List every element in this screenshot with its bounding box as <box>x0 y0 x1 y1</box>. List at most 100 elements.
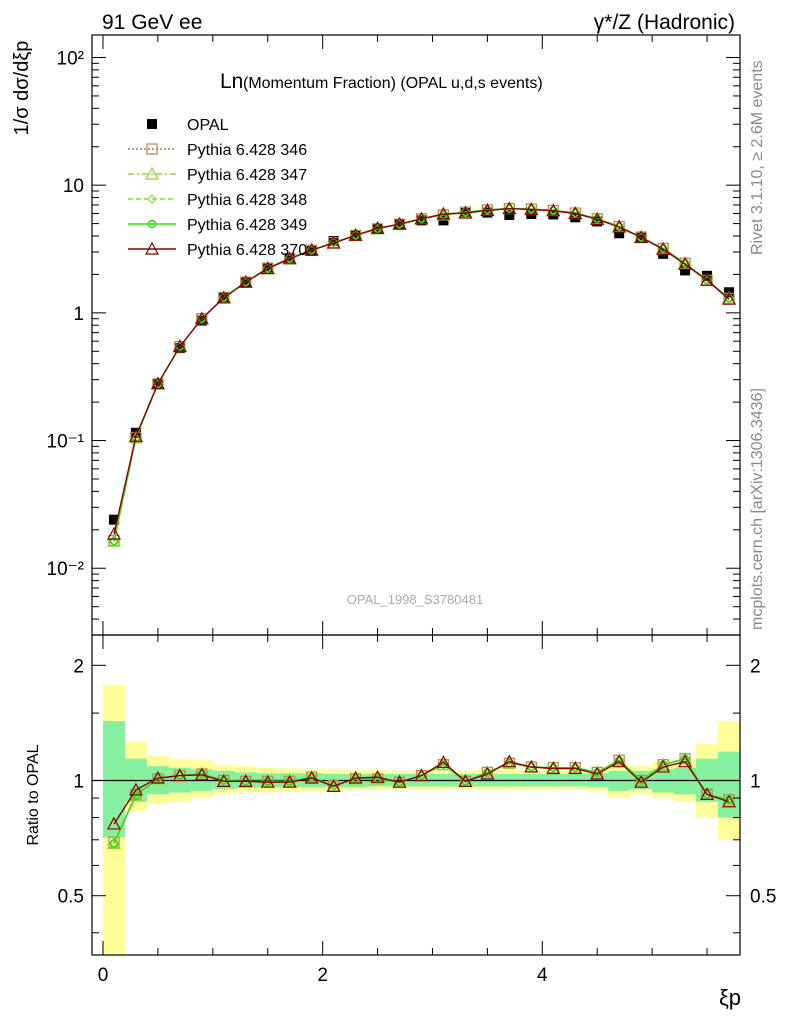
ratio-point <box>304 770 319 784</box>
opal-data-point <box>504 209 515 220</box>
header-process: γ*/Z (Hadronic) <box>594 11 735 34</box>
legend-label: Pythia 6.428 370 <box>187 242 307 259</box>
mc-point <box>150 376 165 390</box>
opal-data-point <box>614 228 625 239</box>
mc-point <box>348 228 363 241</box>
ratio-point <box>458 774 473 787</box>
opal-data-point <box>680 265 691 276</box>
legend: OPAL Pythia 6.428 346 Pythia 6.428 347 Pyth… <box>128 117 307 259</box>
mc-point <box>658 244 668 253</box>
mc-point <box>282 251 297 265</box>
ratio-point <box>172 768 187 782</box>
plot-title-main: Ln <box>220 70 243 93</box>
mc-point <box>109 536 119 546</box>
main-ylabel: 1/σ dσ/dξp <box>11 41 33 136</box>
ratio-point <box>260 774 275 788</box>
mc-point <box>238 274 253 288</box>
ratio-point <box>590 766 605 780</box>
ratio-point <box>128 782 143 796</box>
ratio-point <box>263 777 272 786</box>
ratio-y-tick-label: 1 <box>73 772 84 793</box>
ratio-line <box>113 760 730 825</box>
y-tick-label: 1 <box>73 304 84 325</box>
opal-data-point <box>482 207 493 218</box>
mc-point <box>260 261 275 275</box>
ratio-ylabel: Ratio to OPAL <box>25 744 42 845</box>
legend-marker <box>147 194 157 204</box>
ratio-point <box>480 766 495 780</box>
opal-data-point <box>306 246 317 257</box>
mc-point <box>414 211 429 225</box>
mc-point <box>590 212 605 225</box>
mc-point <box>656 241 671 255</box>
legend-label: Pythia 6.428 349 <box>187 217 307 234</box>
legend-marker <box>146 143 158 155</box>
mc-point <box>724 294 734 303</box>
mc-point <box>436 206 451 220</box>
ratio-point <box>634 774 649 788</box>
ratio-point <box>348 770 363 784</box>
ratio-point <box>546 761 561 775</box>
mc-point <box>172 339 187 353</box>
mc-point <box>612 219 627 233</box>
mc-line <box>113 207 730 535</box>
ratio-y-tick-label-right: 1 <box>750 772 761 793</box>
x-axis-label: ξp <box>719 985 741 1010</box>
header-energy: 91 GeV ee <box>102 11 202 34</box>
ratio-y-tick-label-right: 2 <box>750 656 761 677</box>
legend-label: Pythia 6.428 348 <box>187 192 307 209</box>
ratio-point <box>326 779 341 793</box>
x-tick-label: 0 <box>98 965 109 986</box>
legend-marker <box>144 241 160 255</box>
legend-marker <box>144 166 160 180</box>
ratio-point <box>414 768 429 782</box>
mc-point <box>524 202 539 216</box>
opal-data-point <box>592 216 603 227</box>
ratio-point <box>612 754 627 768</box>
opal-data-point <box>196 315 207 326</box>
mc-point <box>216 290 231 304</box>
opal-data-point <box>328 236 339 247</box>
mcplots-reference-label: mcplots.cern.ch [arXiv:1306.3436] <box>749 388 766 630</box>
ratio-point <box>194 767 209 781</box>
y-tick-label: 10⁻¹ <box>47 432 85 453</box>
legend-label: Pythia 6.428 346 <box>187 142 307 159</box>
ratio-y-tick-label: 2 <box>73 656 84 677</box>
ratio-point <box>216 774 231 787</box>
mc-point <box>304 242 319 256</box>
ratio-point <box>238 774 253 787</box>
legend-label: Pythia 6.428 347 <box>187 167 307 184</box>
legend-marker <box>147 219 157 229</box>
mc-point <box>128 429 143 442</box>
x-tick-label: 4 <box>537 965 548 986</box>
y-tick-label: 10⁻² <box>47 559 85 580</box>
uncertainty-band-inner <box>102 721 125 838</box>
mc-point <box>458 205 473 219</box>
ratio-point <box>282 774 297 788</box>
mc-point <box>502 201 517 215</box>
ratio-point <box>106 816 121 830</box>
ratio-point <box>370 769 385 783</box>
mc-point <box>370 220 385 234</box>
legend-label: OPAL <box>187 117 229 134</box>
mc-point <box>194 311 209 325</box>
mc-point <box>546 203 561 217</box>
ratio-point <box>436 755 451 769</box>
ratio-point <box>656 759 671 773</box>
ratio-panel: 0.5 0.5 1 1 2 2 0 2 4 Ratio to OPAL ξp <box>25 634 776 1010</box>
y-tick-label: 10 <box>63 176 84 197</box>
mc-point <box>680 258 690 268</box>
uncertainty-band-inner <box>718 751 740 818</box>
ratio-point <box>109 839 119 848</box>
ratio-point <box>524 759 539 773</box>
analysis-watermark: OPAL_1998_S3780481 <box>347 592 483 607</box>
x-tick-label: 2 <box>317 965 328 986</box>
plot-title-rest: (Momentum Fraction) (OPAL u,d,s events) <box>243 75 543 92</box>
ratio-point <box>722 794 737 808</box>
mc-point <box>392 216 407 230</box>
mc-point <box>678 257 693 270</box>
mc-point <box>326 235 341 249</box>
mc-point <box>106 526 121 540</box>
mc-series-p370 <box>106 201 737 540</box>
